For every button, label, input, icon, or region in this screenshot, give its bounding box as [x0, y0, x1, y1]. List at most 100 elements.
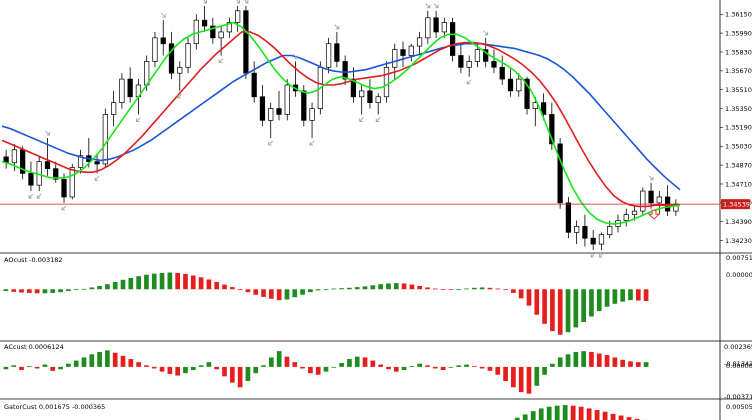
histogram-bar — [315, 366, 321, 375]
histogram-bar — [339, 288, 344, 290]
candle-body — [334, 43, 340, 62]
candle-body — [598, 234, 605, 245]
histogram-bar — [596, 353, 602, 367]
histogram-bar — [308, 289, 313, 293]
histogram-bar — [487, 287, 493, 290]
histogram-bar — [89, 354, 95, 367]
candle-body — [491, 61, 497, 68]
fractal-up-icon — [334, 24, 340, 30]
histogram-bar — [261, 365, 266, 367]
gator-scale-top: 0.005051 — [726, 403, 752, 411]
histogram-bar — [635, 362, 641, 367]
gator-histogram — [514, 405, 648, 420]
histogram-bar — [362, 286, 368, 290]
candle-body — [53, 168, 59, 180]
histogram-bar — [3, 289, 9, 292]
fractal-down-icon — [466, 79, 472, 85]
histogram-bar — [471, 366, 477, 367]
candle-body — [243, 10, 249, 74]
candle-body — [284, 84, 290, 115]
histogram-bar — [432, 288, 438, 290]
candle-body — [251, 72, 257, 98]
histogram-bar — [214, 282, 220, 290]
candle-body — [69, 167, 75, 198]
histogram-bar — [198, 365, 204, 367]
gator-indicator-pane[interactable]: GatorCust 0.001675 -0.000365 0.005051 — [4, 403, 752, 420]
histogram-bar — [292, 289, 298, 298]
candle-body — [160, 37, 166, 45]
histogram-bar — [222, 284, 227, 290]
candle-body — [392, 49, 398, 68]
histogram-bar — [19, 366, 24, 371]
histogram-bar — [151, 366, 157, 369]
candle-body — [433, 17, 439, 33]
histogram-bar — [34, 366, 40, 369]
fractal-down-icon — [136, 117, 141, 122]
histogram-bar — [144, 365, 149, 367]
histogram-bar — [456, 365, 462, 367]
histogram-bar — [339, 362, 344, 367]
histogram-bar — [81, 288, 87, 290]
price-axis-label-5: 1.35350 — [725, 105, 752, 113]
candle-body — [400, 49, 406, 56]
fractal-up-icon — [236, 0, 241, 4]
histogram-bar — [300, 366, 305, 369]
fractal-down-icon — [375, 117, 381, 122]
histogram-bar — [604, 355, 610, 367]
histogram-bar — [393, 366, 399, 372]
ao-scale-zero: 0.000000 — [726, 271, 752, 279]
histogram-bar — [73, 360, 79, 367]
histogram-bar — [175, 366, 181, 376]
candle-body — [516, 78, 522, 92]
ma-blue-line — [1, 42, 681, 191]
histogram-bar — [518, 289, 524, 299]
candle-body — [656, 196, 662, 204]
ma-red-line — [1, 31, 680, 208]
histogram-bar — [370, 285, 376, 290]
histogram-bar — [581, 289, 586, 322]
fractal-down-icon — [268, 140, 274, 146]
histogram-bar — [534, 289, 540, 315]
histogram-bar — [300, 289, 305, 295]
histogram-bar — [534, 366, 540, 386]
ao-indicator-pane[interactable]: AOcust -0.003182 0.007519 0.000000 -0.01… — [3, 254, 752, 368]
histogram-bar — [284, 356, 290, 367]
main-price-pane[interactable]: 1.36150 1.35990 1.35830 1.35670 1.35510 1.353… — [0, 0, 752, 258]
histogram-bar — [151, 273, 157, 290]
gator-upper-bar — [594, 410, 600, 420]
histogram-bar — [269, 357, 274, 367]
candle-body — [61, 178, 67, 198]
histogram-bar — [573, 351, 579, 367]
moving-average-lines — [1, 21, 681, 225]
candle-body — [474, 49, 481, 62]
ao-histogram — [3, 272, 649, 335]
histogram-bar — [495, 288, 501, 290]
histogram-bar — [557, 289, 563, 335]
candle-body — [458, 55, 464, 68]
histogram-bar — [440, 366, 446, 371]
histogram-bar — [643, 362, 649, 367]
histogram-bar — [565, 289, 571, 333]
histogram-bar — [237, 366, 243, 388]
histogram-bar — [448, 366, 454, 368]
histogram-bar — [378, 284, 383, 290]
histogram-bar — [573, 289, 579, 328]
gator-upper-bar — [546, 406, 552, 420]
candle-body — [466, 61, 472, 68]
histogram-bar — [370, 360, 376, 367]
histogram-bar — [105, 284, 110, 290]
histogram-bar — [620, 289, 626, 302]
histogram-bar — [604, 289, 610, 307]
histogram-bar — [19, 289, 24, 293]
candle-body — [259, 96, 266, 121]
fractal-up-icon — [425, 3, 431, 9]
fractal-up-icon — [45, 130, 50, 136]
ac-indicator-pane[interactable]: ACcust 0.0006124 0.0023653 0.000000 -0.0… — [3, 343, 752, 401]
price-axis: 1.36150 1.35990 1.35830 1.35670 1.35510 1.353… — [720, 11, 752, 245]
histogram-bar — [159, 366, 165, 372]
histogram-bar — [144, 274, 149, 290]
histogram-bar — [284, 289, 290, 300]
